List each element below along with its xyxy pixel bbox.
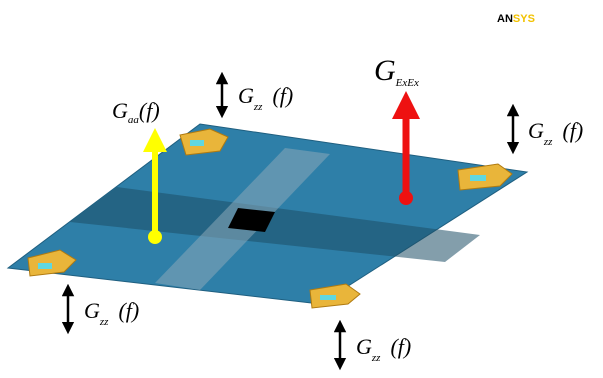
- label-arg: (f): [118, 298, 139, 323]
- label-sub: zz: [543, 136, 553, 148]
- label-arg: (f): [272, 83, 293, 108]
- label-arg: (f): [390, 334, 411, 359]
- label-main: G: [112, 98, 128, 123]
- label: Gzz (f): [238, 83, 293, 113]
- label-sub: aa: [128, 114, 140, 126]
- label: Gzz (f): [84, 298, 139, 328]
- label-main: G: [84, 298, 100, 323]
- label: GExEx: [374, 54, 419, 89]
- label: Gaa(f): [112, 98, 160, 126]
- label-sub: zz: [371, 352, 381, 364]
- label-arg: (f): [139, 98, 160, 123]
- label-sub: zz: [253, 101, 263, 113]
- logo-dark: AN: [497, 13, 513, 25]
- logo-light: SYS: [513, 13, 535, 25]
- label-main: G: [356, 334, 372, 359]
- label-main: G: [528, 118, 544, 143]
- diagram: ANSYS Gaa(f) GExEx Gzz(f): [0, 0, 603, 378]
- logo: ANSYS: [497, 13, 535, 25]
- label-main: G: [238, 83, 254, 108]
- plate: [8, 124, 527, 308]
- label-arg: (f): [562, 118, 583, 143]
- label-main: G: [374, 54, 396, 87]
- label-sub: zz: [99, 316, 109, 328]
- label: Gzz (f): [356, 334, 411, 364]
- label-sub: ExEx: [395, 77, 419, 89]
- label: Gzz (f): [528, 118, 583, 148]
